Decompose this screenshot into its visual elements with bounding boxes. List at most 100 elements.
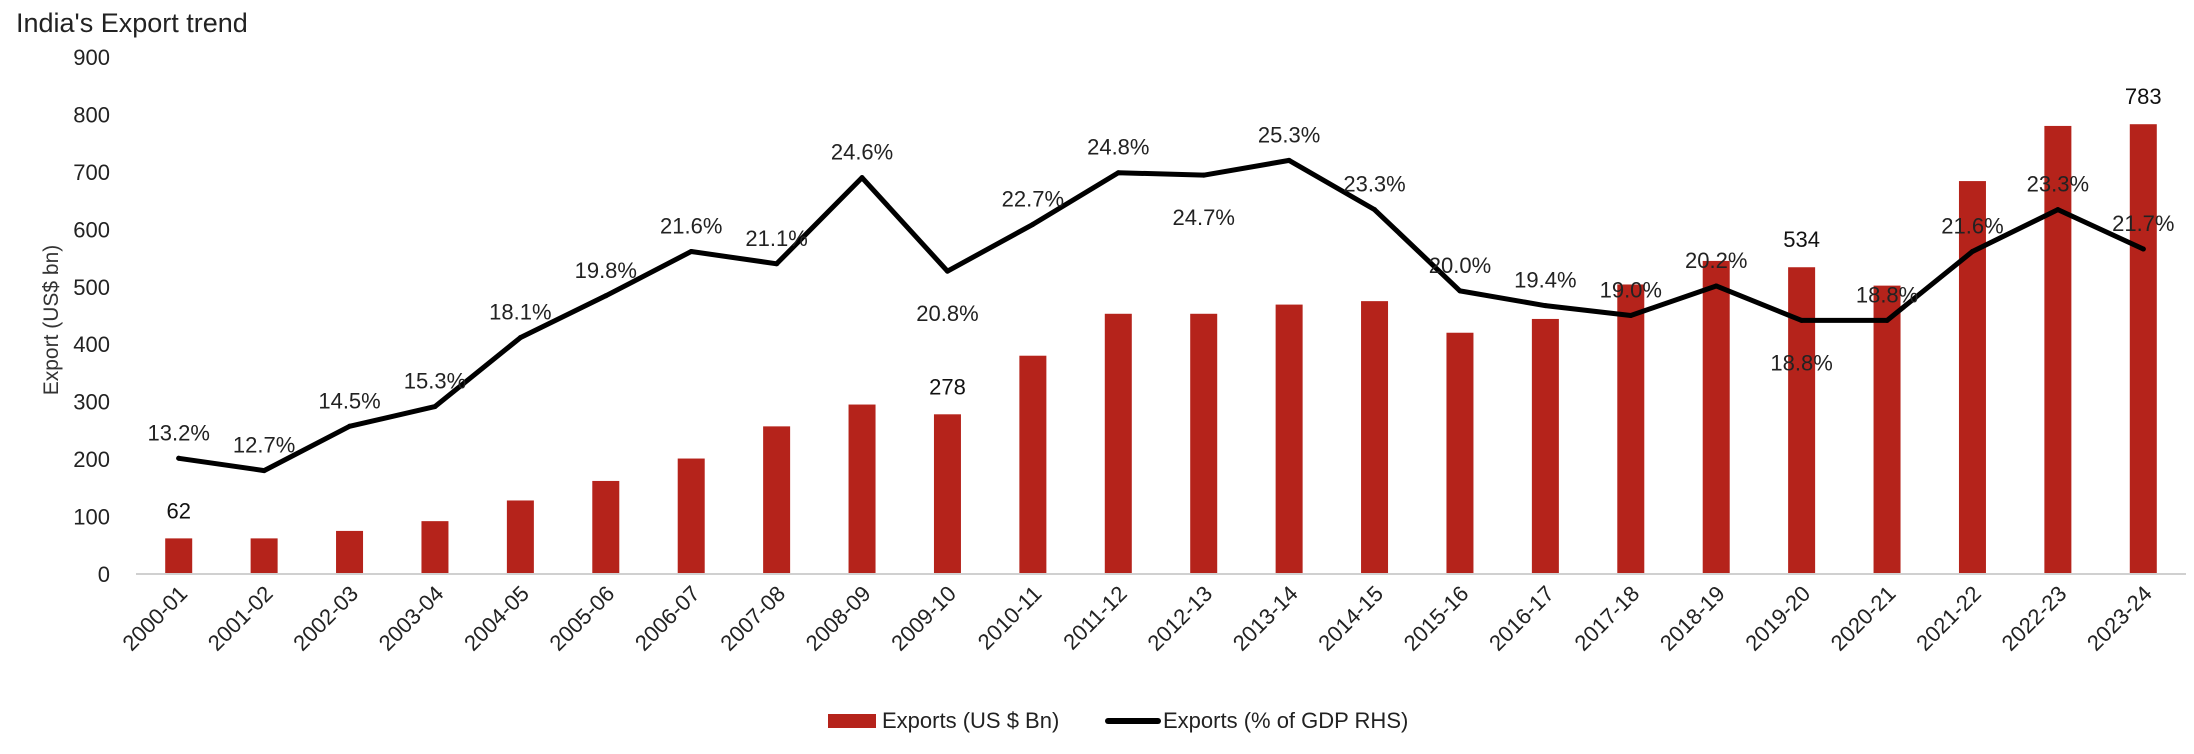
export-bar [1190, 313, 1218, 574]
line-data-label: 21.1% [745, 226, 807, 251]
x-tick-label: 2009-10 [886, 581, 961, 656]
export-bar [1019, 355, 1047, 574]
x-tick-label: 2007-08 [715, 581, 790, 656]
export-bar [1275, 304, 1303, 574]
x-axis: 2000-01 2001-02 2002-03 2003-04 2004-05 2005-… [117, 573, 2186, 656]
gdp-share-point [859, 175, 865, 181]
x-tick-label: 2003-04 [374, 581, 449, 656]
export-bars [165, 124, 2157, 575]
gdp-share-point [1628, 313, 1634, 318]
x-tick-label: 2001-02 [203, 581, 278, 656]
y-tick-label: 500 [73, 275, 110, 300]
line-data-label: 23.3% [2027, 172, 2089, 197]
gdp-share-point [261, 468, 267, 474]
gdp-share-point [1969, 248, 1975, 254]
x-tick-label: 2014-15 [1313, 581, 1388, 656]
line-data-label: 20.2% [1685, 248, 1747, 273]
x-tick-label: 2011-12 [1058, 581, 1132, 655]
export-bar [933, 414, 961, 574]
gdp-share-point [1030, 221, 1036, 227]
gdp-share-point [517, 335, 523, 341]
x-tick-label: 2021-22 [1911, 581, 1986, 656]
legend: Exports (US $ Bn) Exports (% of GDP RHS) [828, 708, 1408, 733]
gdp-share-point [1799, 317, 1805, 323]
gdp-share-point [347, 423, 353, 429]
export-bar [336, 530, 364, 574]
gdp-share-point [1713, 283, 1719, 289]
y-tick-label: 200 [73, 447, 110, 472]
line-data-label: 14.5% [318, 388, 380, 413]
export-bar [250, 538, 278, 574]
export-bar [1361, 301, 1389, 574]
export-bar [848, 404, 876, 574]
x-tick-label: 2005-06 [545, 581, 620, 656]
line-data-label: 19.0% [1600, 278, 1662, 303]
line-data-label: 20.8% [916, 301, 978, 326]
x-tick-label: 2004-05 [459, 581, 534, 656]
export-bar [592, 480, 620, 574]
y-tick-label: 700 [73, 160, 110, 185]
gdp-share-point [2140, 246, 2146, 252]
bar-data-label: 534 [1783, 227, 1820, 252]
y-tick-label: 300 [73, 390, 110, 415]
x-tick-label: 2002-03 [288, 581, 363, 656]
gdp-share-point [944, 268, 950, 274]
line-data-label: 12.7% [233, 433, 295, 458]
line-data-label: 22.7% [1002, 186, 1064, 211]
x-tick-label: 2023-24 [2082, 581, 2157, 656]
export-bar [506, 500, 534, 574]
x-tick-label: 2000-01 [117, 581, 192, 656]
line-data-label: 21.6% [1941, 213, 2003, 238]
gdp-share-point [176, 455, 182, 461]
x-tick-label: 2010-11 [973, 581, 1047, 655]
gdp-share-point [603, 293, 609, 299]
gdp-share-line-series [176, 157, 2146, 474]
line-data-label: 24.6% [831, 140, 893, 165]
line-data-label: 23.3% [1343, 172, 1405, 197]
line-data-labels: 13.2% 12.7% 14.5% 15.3% 18.1% 19.8% 21.6% 21.1%… [148, 122, 2175, 457]
bar-data-label: 278 [929, 374, 966, 399]
export-bar [2044, 125, 2072, 574]
gdp-share-point [688, 248, 694, 254]
y-tick-label: 100 [73, 505, 110, 530]
line-data-label: 21.7% [2112, 211, 2174, 236]
chart-title: India's Export trend [16, 8, 248, 38]
line-data-label: 19.8% [575, 258, 637, 283]
x-tick-label: 2022-23 [1997, 581, 2072, 656]
line-data-label: 13.2% [148, 420, 210, 445]
export-bar [1788, 267, 1816, 574]
bar-data-label: 783 [2125, 84, 2162, 109]
x-tick-label: 2020-21 [1826, 581, 1901, 656]
gdp-share-point [1542, 303, 1548, 309]
export-bar [1958, 181, 1986, 574]
export-bar [1873, 285, 1901, 574]
x-tick-label: 2019-20 [1740, 581, 1815, 656]
gdp-share-point [1115, 170, 1121, 176]
export-bar [421, 521, 449, 574]
gdp-share-point [1201, 172, 1207, 178]
line-data-label: 21.6% [660, 213, 722, 238]
x-tick-label: 2006-07 [630, 581, 705, 656]
x-tick-label: 2016-17 [1484, 581, 1559, 656]
export-bar [763, 426, 791, 574]
line-data-label: 18.8% [1770, 350, 1832, 375]
y-tick-label: 400 [73, 332, 110, 357]
gdp-share-point [2055, 207, 2061, 213]
gdp-share-point [1286, 157, 1292, 163]
legend-bar-label: Exports (US $ Bn) [882, 708, 1059, 733]
x-tick-label: 2017-18 [1570, 581, 1645, 656]
y-tick-label: 800 [73, 102, 110, 127]
gdp-share-point [774, 261, 780, 267]
export-bar [1702, 260, 1730, 574]
legend-bar-swatch [828, 714, 876, 728]
line-data-label: 19.4% [1514, 268, 1576, 293]
x-tick-label: 2013-14 [1228, 581, 1303, 656]
gdp-share-point [432, 404, 438, 410]
y-tick-label: 900 [73, 45, 110, 70]
line-data-label: 20.0% [1429, 253, 1491, 278]
line-data-label: 24.8% [1087, 135, 1149, 160]
export-bar [1446, 332, 1474, 574]
line-data-label: 24.7% [1173, 205, 1235, 230]
export-bar [1531, 318, 1559, 574]
